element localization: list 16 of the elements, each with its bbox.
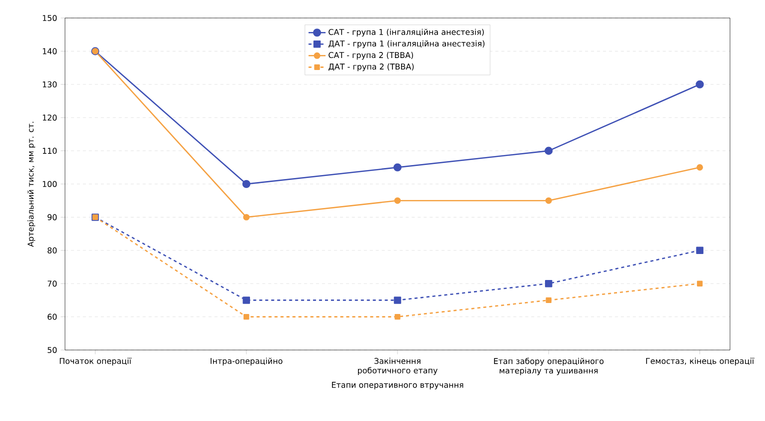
point xyxy=(394,314,400,320)
point xyxy=(546,297,552,304)
point xyxy=(394,197,401,204)
point xyxy=(545,197,552,204)
point xyxy=(393,163,402,172)
point xyxy=(242,180,250,188)
point xyxy=(696,80,704,88)
point xyxy=(394,296,402,304)
point xyxy=(696,246,704,254)
point xyxy=(243,214,250,220)
point xyxy=(544,146,553,155)
point xyxy=(696,164,704,171)
point xyxy=(242,296,250,304)
point xyxy=(244,314,250,320)
point xyxy=(696,280,703,286)
point xyxy=(545,280,552,288)
